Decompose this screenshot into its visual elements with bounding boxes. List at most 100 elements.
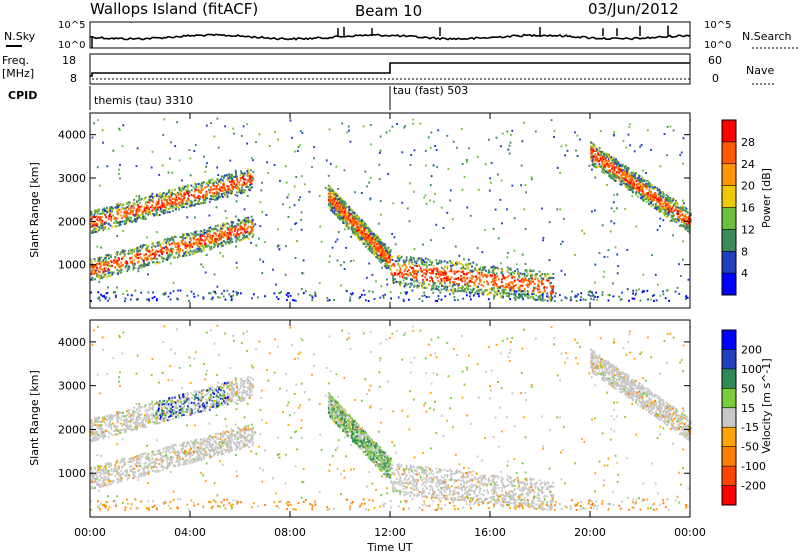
power-cell (346, 226, 349, 229)
power-cell (422, 268, 425, 271)
power-cell (166, 211, 169, 214)
power-cell (638, 187, 640, 189)
power-cell (513, 276, 516, 279)
power-cell (325, 159, 328, 162)
power-cell (139, 198, 142, 201)
power-cell (387, 253, 390, 256)
power-cell (93, 227, 96, 230)
power-cell (338, 213, 340, 216)
power-cell (452, 264, 454, 267)
power-cell (330, 199, 333, 202)
power-cell (145, 207, 148, 209)
power-cell (190, 189, 193, 192)
power-cell (592, 155, 594, 158)
power-cell (454, 289, 457, 292)
power-cell (648, 186, 651, 189)
power-cell (132, 262, 135, 265)
power-cell (145, 247, 148, 250)
power-cell (659, 199, 661, 202)
power-cell (145, 244, 147, 247)
power-cell (542, 292, 545, 295)
power-cell (469, 271, 471, 274)
power-cell (591, 145, 594, 148)
power-cell (99, 265, 102, 268)
power-cell (445, 289, 447, 292)
power-cell (404, 282, 407, 285)
power-cell (662, 205, 665, 208)
power-cell (327, 184, 330, 187)
power-cell (508, 272, 511, 275)
power-cell (138, 265, 141, 268)
power-cell (179, 247, 181, 250)
power-cell (409, 164, 412, 167)
power-cell (215, 185, 218, 188)
power-cell (620, 175, 623, 178)
power-cell (612, 156, 614, 159)
power-cell (148, 254, 151, 257)
power-cell (444, 265, 447, 268)
power-cell (216, 178, 219, 181)
power-cell (449, 278, 451, 281)
power-cell (424, 257, 427, 260)
power-cell (119, 267, 122, 269)
power-cell (410, 282, 412, 285)
power-cell (139, 249, 141, 252)
power-cell (366, 229, 369, 232)
power-cell (334, 191, 337, 194)
power-cell (242, 226, 245, 229)
power-cell (615, 158, 617, 161)
power-cell (237, 224, 239, 227)
power-cell (140, 266, 143, 269)
power-cell (402, 263, 405, 266)
power-cell (125, 211, 127, 213)
power-cell (549, 291, 552, 294)
power-cell (678, 206, 681, 209)
power-cell (229, 180, 231, 183)
power-cell (94, 272, 97, 275)
power-cell (449, 189, 452, 192)
power-cell (445, 279, 448, 282)
power-cell (513, 296, 516, 299)
power-cell (345, 215, 347, 218)
power-cell (493, 272, 495, 275)
power-cell (534, 273, 537, 276)
power-cell (177, 245, 180, 248)
power-cell (156, 211, 158, 214)
power-cell (662, 207, 665, 210)
power-cell (227, 228, 229, 231)
power-cell (109, 224, 112, 227)
power-cell (635, 193, 637, 196)
power-cell (345, 246, 347, 249)
power-cell (123, 210, 126, 213)
power-cell (160, 257, 163, 260)
power-cell (185, 251, 188, 254)
power-cell (658, 188, 661, 191)
power-cell (227, 241, 230, 244)
power-cell (197, 190, 200, 193)
power-cell (190, 203, 193, 205)
power-cell (120, 271, 123, 274)
power-cell (165, 249, 168, 252)
power-cell (177, 256, 179, 259)
power-cell (198, 238, 201, 241)
power-cell (141, 217, 144, 220)
power-cell (240, 170, 242, 173)
power-cell (232, 187, 234, 189)
power-cell (362, 125, 365, 128)
power-cell (631, 195, 634, 198)
power-cell (663, 212, 666, 215)
power-cell (408, 268, 410, 271)
power-cell (461, 163, 464, 165)
power-cell (425, 164, 427, 167)
power-cell (613, 193, 615, 196)
power-cell (234, 225, 236, 228)
power-cell (111, 273, 114, 276)
power-cell (108, 215, 111, 218)
power-cell (666, 215, 668, 218)
power-cell (247, 186, 249, 189)
power-cell (369, 124, 372, 126)
power-cell (181, 235, 184, 238)
power-cell (611, 159, 614, 162)
power-cell (549, 285, 552, 288)
power-cell (200, 202, 203, 205)
